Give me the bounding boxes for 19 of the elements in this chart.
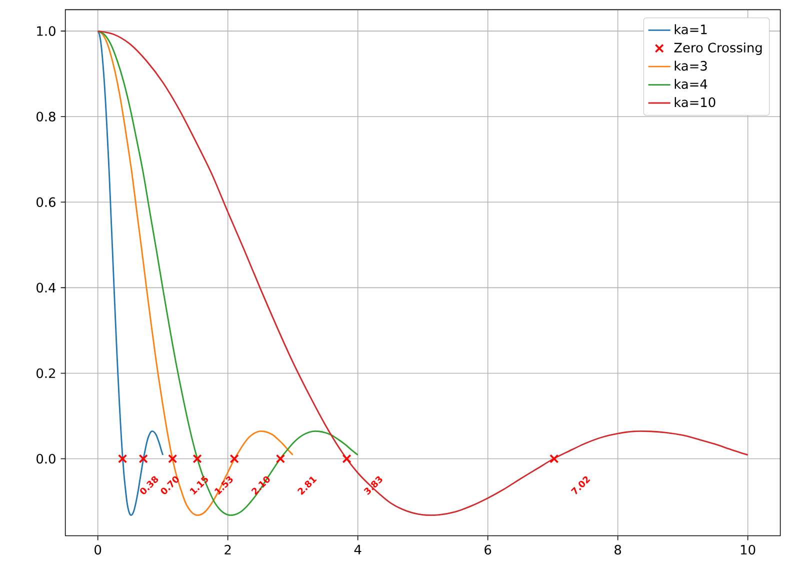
legend-label: ka=4 <box>674 79 708 90</box>
y-tick-label: 0.8 <box>36 112 56 122</box>
x-tick-label: 2 <box>224 545 231 555</box>
y-tick-label: 1.0 <box>37 26 56 36</box>
y-tick-label: 0.0 <box>36 454 56 464</box>
legend-label: ka=1 <box>674 24 707 34</box>
x-tick-label: 8 <box>614 545 622 555</box>
legend-label: ka=10 <box>674 97 716 108</box>
x-tick-label: 0 <box>94 545 102 555</box>
line-series <box>97 30 294 516</box>
x-tick-label: 10 <box>741 545 756 555</box>
y-tick-label: 0.6 <box>36 197 56 208</box>
line-series <box>97 30 359 516</box>
legend-label: ka=3 <box>674 60 707 71</box>
y-tick-label: 0.2 <box>36 368 55 378</box>
x-tick-label: 4 <box>354 545 362 554</box>
legend-label: Zero Crossing <box>674 42 762 56</box>
y-tick-label: 0.4 <box>36 282 56 293</box>
x-tick-label: 6 <box>484 545 492 555</box>
